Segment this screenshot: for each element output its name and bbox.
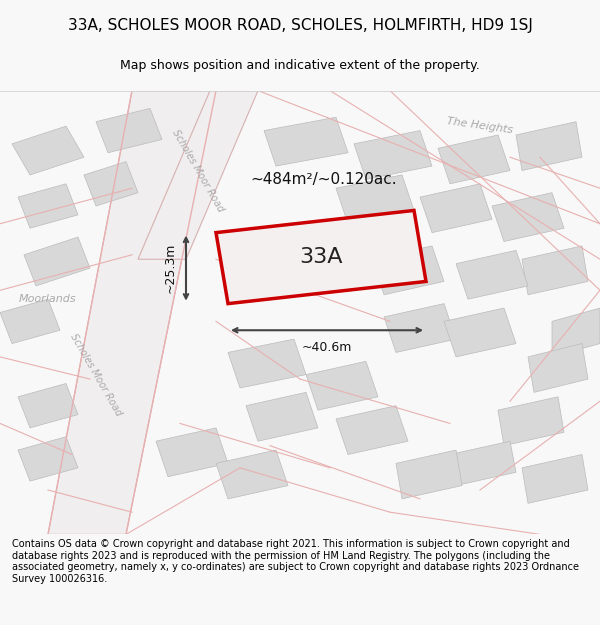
- Polygon shape: [438, 135, 510, 184]
- Polygon shape: [48, 91, 216, 534]
- Text: ~484m²/~0.120ac.: ~484m²/~0.120ac.: [251, 172, 397, 187]
- Text: 33A: 33A: [299, 247, 343, 267]
- Polygon shape: [216, 211, 426, 304]
- Polygon shape: [84, 162, 138, 206]
- Polygon shape: [18, 437, 78, 481]
- Polygon shape: [420, 184, 492, 232]
- Text: The Heights: The Heights: [446, 116, 514, 136]
- Text: Scholes Moor Road: Scholes Moor Road: [68, 332, 124, 418]
- Polygon shape: [522, 246, 588, 295]
- Polygon shape: [18, 184, 78, 228]
- Polygon shape: [354, 131, 432, 179]
- Polygon shape: [522, 454, 588, 503]
- Polygon shape: [450, 441, 516, 486]
- Polygon shape: [216, 450, 288, 499]
- Polygon shape: [384, 304, 456, 352]
- Polygon shape: [306, 361, 378, 410]
- Polygon shape: [0, 299, 60, 344]
- Polygon shape: [456, 251, 528, 299]
- Text: 33A, SCHOLES MOOR ROAD, SCHOLES, HOLMFIRTH, HD9 1SJ: 33A, SCHOLES MOOR ROAD, SCHOLES, HOLMFIR…: [68, 18, 532, 33]
- Polygon shape: [372, 246, 444, 295]
- Text: Contains OS data © Crown copyright and database right 2021. This information is : Contains OS data © Crown copyright and d…: [12, 539, 579, 584]
- Polygon shape: [18, 384, 78, 428]
- Polygon shape: [336, 175, 414, 224]
- Polygon shape: [246, 392, 318, 441]
- Polygon shape: [264, 118, 348, 166]
- Text: ~40.6m: ~40.6m: [302, 341, 352, 354]
- Text: Map shows position and indicative extent of the property.: Map shows position and indicative extent…: [120, 59, 480, 72]
- Polygon shape: [492, 192, 564, 241]
- Polygon shape: [516, 122, 582, 171]
- Polygon shape: [498, 397, 564, 446]
- Text: ~25.3m: ~25.3m: [164, 243, 177, 293]
- Polygon shape: [528, 344, 588, 392]
- Polygon shape: [396, 450, 462, 499]
- Polygon shape: [96, 108, 162, 152]
- Polygon shape: [444, 308, 516, 357]
- Polygon shape: [24, 237, 90, 286]
- Text: Moorlands: Moorlands: [19, 294, 77, 304]
- Polygon shape: [138, 91, 258, 259]
- Polygon shape: [228, 339, 306, 388]
- Polygon shape: [552, 308, 600, 357]
- Polygon shape: [156, 428, 228, 477]
- Polygon shape: [12, 126, 84, 175]
- Polygon shape: [336, 406, 408, 454]
- Text: Scholes Moor Road: Scholes Moor Road: [170, 127, 226, 213]
